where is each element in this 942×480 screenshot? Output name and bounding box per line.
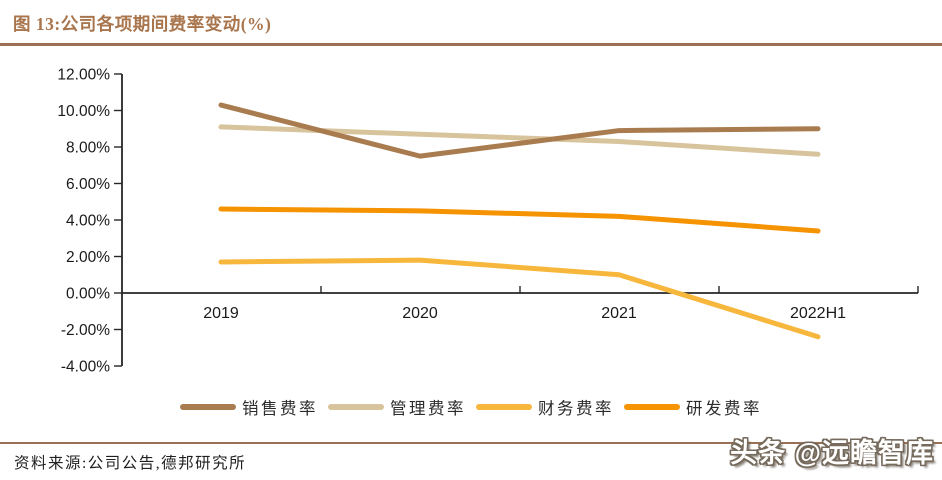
x-axis-tick-label: 2020 [402, 305, 438, 322]
y-axis-tick-label: -4.00% [61, 359, 110, 376]
y-axis-tick-label: 12.00% [57, 67, 110, 84]
y-axis-tick-label: 4.00% [66, 213, 110, 230]
source-note: 资料来源:公司公告,德邦研究所 [14, 455, 247, 472]
legend-item: 财务费率 [476, 395, 614, 419]
legend-swatch [624, 404, 680, 410]
legend-item: 销售费率 [180, 395, 318, 419]
y-axis-tick-label: 2.00% [66, 249, 110, 266]
y-axis-tick-label: 6.00% [66, 176, 110, 193]
legend-swatch [328, 404, 384, 410]
legend-swatch [180, 404, 236, 410]
y-axis-tick-label: 0.00% [66, 286, 110, 303]
y-axis-tick-label: 8.00% [66, 140, 110, 157]
legend-item: 研发费率 [624, 395, 762, 419]
legend-label: 财务费率 [538, 399, 614, 418]
series-line-销售费率 [218, 102, 821, 159]
legend-swatch [476, 404, 532, 410]
title-divider [0, 43, 942, 46]
x-axis-tick-label: 2019 [203, 305, 239, 322]
legend-label: 管理费率 [390, 399, 466, 418]
figure-title: 图 13:公司各项期间费率变动(%) [13, 14, 272, 34]
series-line-财务费率 [218, 257, 821, 340]
x-axis-tick-label: 2021 [601, 305, 637, 322]
legend-label: 销售费率 [242, 399, 318, 418]
legend-label: 研发费率 [686, 399, 762, 418]
legend-item: 管理费率 [328, 395, 466, 419]
series-line-研发费率 [218, 206, 821, 234]
watermark: 头条 @远瞻智库 [730, 438, 934, 468]
expense-rate-line-chart: 12.00% 10.00% 8.00% 6.00% 4.00% 2.00% 0.00% -2.… [57, 67, 919, 376]
chart-legend: 销售费率 管理费率 财务费率 研发费率 [0, 394, 942, 420]
x-axis-tick-label: 2022H1 [790, 305, 846, 322]
footer-divider [0, 442, 942, 444]
y-axis-tick-label: 10.00% [57, 103, 110, 120]
y-axis-tick-label: -2.00% [61, 322, 110, 339]
